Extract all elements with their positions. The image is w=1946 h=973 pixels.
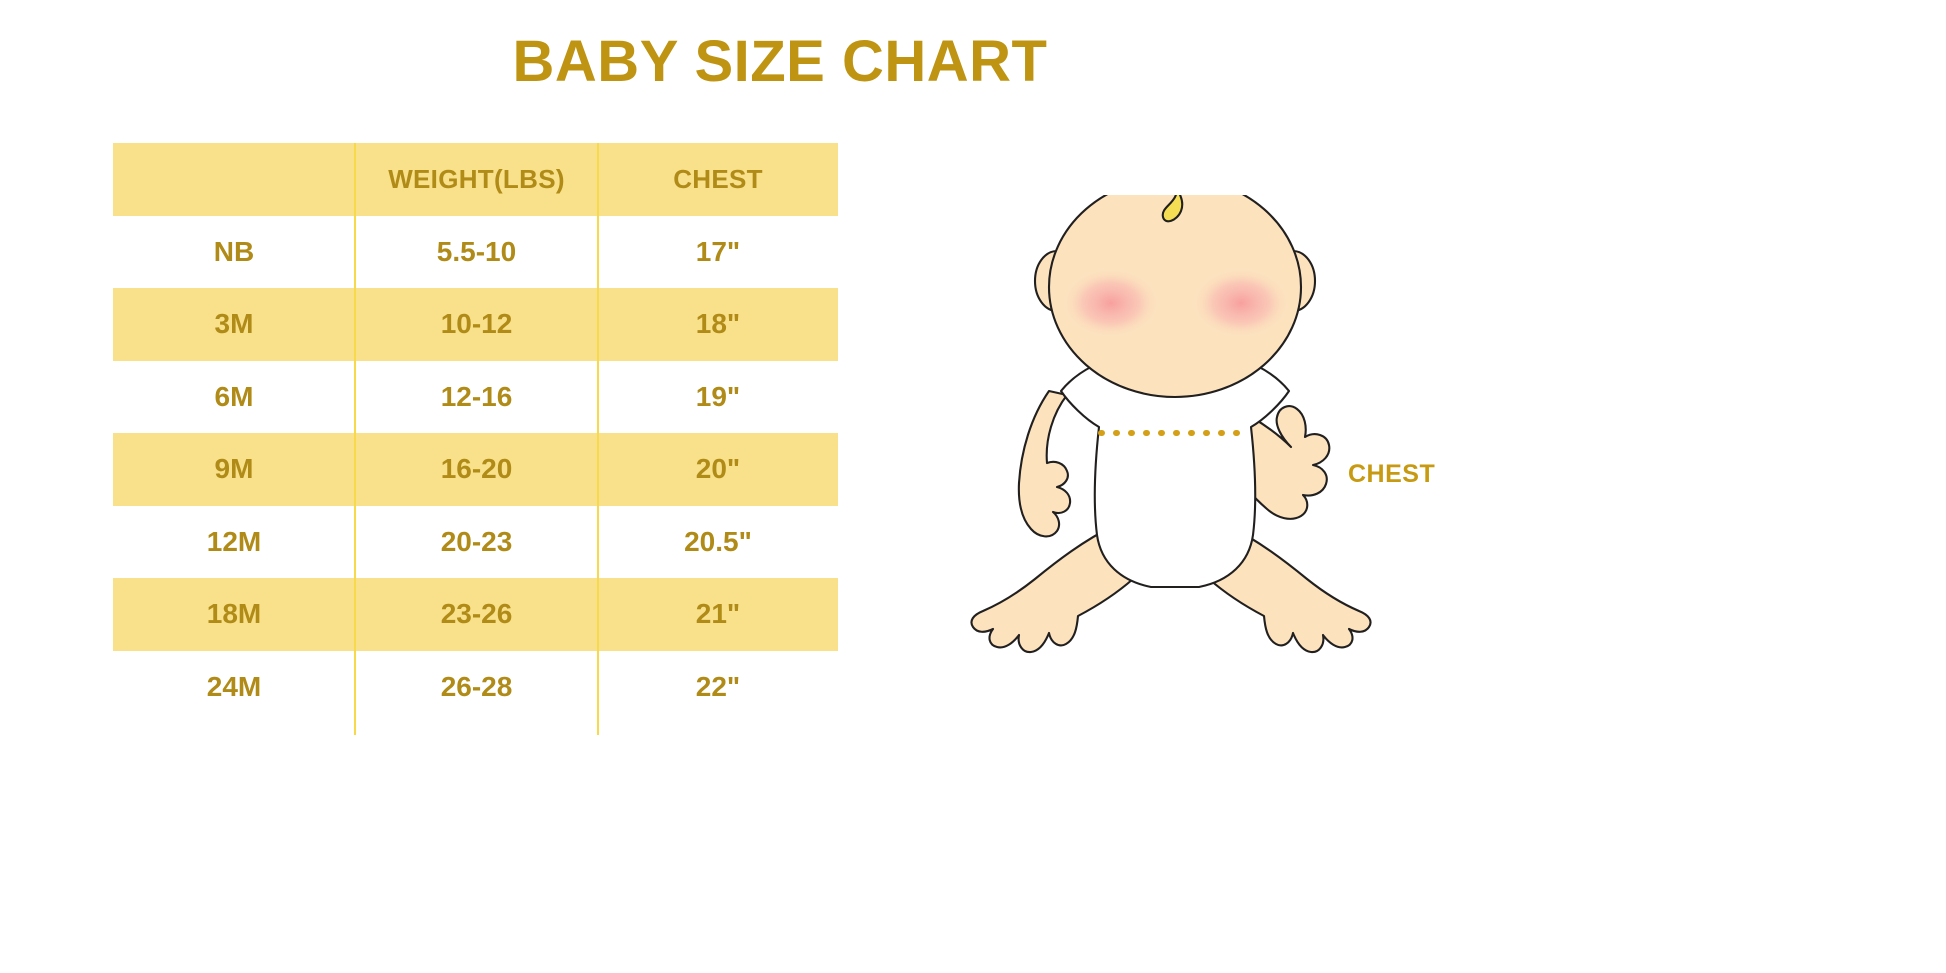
cell-size: 12M	[206, 525, 262, 557]
table-row: 18M 23-26 21"	[113, 578, 838, 651]
cell-size: 18M	[206, 598, 262, 630]
blush-cheek-left	[1061, 267, 1161, 339]
cell-weight: 12-16	[440, 380, 513, 412]
header-cell-chest: CHEST	[673, 164, 763, 195]
baby-illustration	[970, 195, 1372, 654]
cell-chest: 19"	[695, 380, 741, 412]
cell-chest: 18"	[695, 308, 741, 340]
table-row: 12M 20-23 20.5"	[113, 506, 838, 579]
table-row: 6M 12-16 19"	[113, 361, 838, 434]
chest-label: CHEST	[1348, 460, 1436, 488]
cell-size: 3M	[214, 308, 254, 340]
table-row: 3M 10-12 18"	[113, 288, 838, 361]
cell-weight: 26-28	[440, 670, 513, 702]
cell-chest: 21"	[695, 598, 741, 630]
cell-size: 9M	[214, 453, 254, 485]
cell-weight: 16-20	[440, 453, 513, 485]
table-row: NB 5.5-10 17"	[113, 216, 838, 289]
cell-chest: 22"	[695, 670, 741, 702]
table-header-row: WEIGHT(LBS) CHEST	[113, 143, 838, 216]
table-row: 9M 16-20 20"	[113, 433, 838, 506]
cell-weight: 20-23	[440, 525, 513, 557]
blush-cheek-right	[1191, 267, 1291, 339]
cell-weight: 23-26	[440, 598, 513, 630]
table-column-divider-2	[597, 143, 599, 735]
page-title: BABY SIZE CHART	[512, 29, 1048, 94]
cell-chest: 20"	[695, 453, 741, 485]
cell-chest: 20.5"	[684, 525, 752, 557]
cell-weight: 5.5-10	[436, 235, 517, 267]
table-column-divider-1	[354, 143, 356, 735]
cell-size: 6M	[214, 380, 254, 412]
size-chart-table: WEIGHT(LBS) CHEST NB 5.5-10 17" 3M 10-12…	[113, 143, 838, 723]
cell-weight: 10-12	[440, 308, 513, 340]
cell-size: 24M	[206, 670, 262, 702]
header-cell-weight: WEIGHT(LBS)	[388, 164, 565, 195]
table-row: 24M 26-28 22"	[113, 651, 838, 724]
cell-size: NB	[213, 235, 255, 267]
cell-chest: 17"	[695, 235, 741, 267]
